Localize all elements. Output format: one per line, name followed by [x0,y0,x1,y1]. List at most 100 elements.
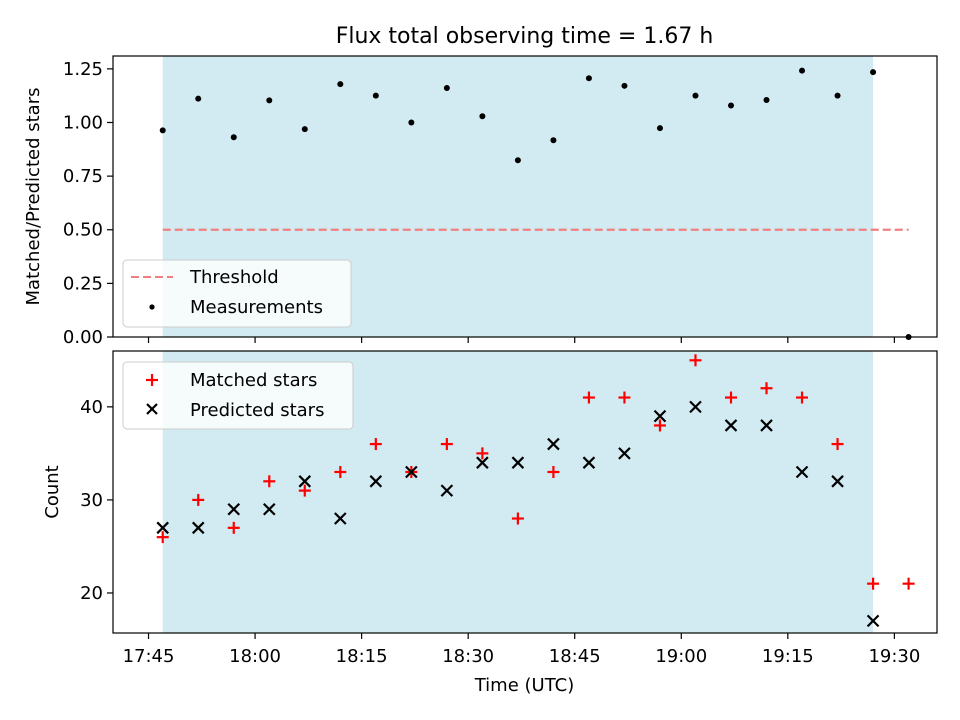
predicted-stars-point [760,419,773,432]
measurement-point [550,137,557,144]
top-legend: Threshold Measurements [122,259,352,328]
predicted-stars-point [795,465,809,479]
measurement-point [692,92,699,99]
measurement-point [621,82,628,89]
x-tick-label: 18:00 [229,646,281,667]
y-tick-label: 1.25 [63,59,103,80]
measurement-point [479,113,486,120]
bottom-legend-box [122,361,354,430]
matched-stars-point [725,391,737,404]
y-tick-label: 0.00 [63,327,103,348]
ratio-panel: Flux total observing time = 1.67 h 0.000… [23,24,938,348]
x-tick-label: 18:15 [336,646,388,667]
x-tick-label: 19:00 [655,646,707,667]
bottom-y-ticks: 20 30 40 [80,397,113,604]
predicted-stars-point [369,475,383,488]
y-tick-label: 1.00 [63,112,103,133]
predicted-stars-point [262,502,276,516]
matched-stars-point [831,438,844,451]
matched-stars-point [298,484,311,497]
y-tick-label: 0.25 [63,273,103,294]
matched-stars-point [156,531,169,544]
measurement-point [799,67,806,74]
predicted-stars-point [227,502,241,516]
measurements-legend-label: Measurements [190,297,323,318]
measurement-point [266,97,273,104]
matched-stars-point [760,382,773,395]
predicted-stars-point [689,400,702,414]
predicted-stars-point [866,614,880,628]
top-y-ticks: 0.00 0.25 0.50 0.75 1.00 1.25 [63,59,113,348]
bottom-y-axis-label: Count [42,465,63,518]
x-tick-label: 17:45 [123,646,175,667]
predicted-stars-point [511,456,525,469]
measurement-point [443,84,450,91]
predicted-stars-point [653,409,667,423]
count-points-layer [156,354,915,628]
predicted-stars-series [156,400,880,628]
predicted-stars-point [476,456,489,469]
y-tick-label: 20 [80,583,103,604]
measurement-point [834,92,841,99]
y-tick-label: 0.75 [63,166,103,187]
predicted-stars-point [156,521,170,535]
measurement-point [372,92,379,99]
x-tick-label: 19:30 [868,646,920,667]
predicted-legend-label: Predicted stars [190,400,324,421]
bottom-axes-frame [112,350,938,634]
measurement-point [195,95,202,102]
x-tick-label: 18:45 [549,646,601,667]
predicted-stars-point [582,456,596,469]
top-x-ticks [147,337,895,343]
matched-stars-point [796,391,809,404]
matched-legend-swatch [146,374,158,386]
matched-stars-point [192,493,205,506]
matched-stars-point [653,419,666,432]
predicted-stars-point [724,419,738,432]
y-tick-label: 30 [80,490,103,511]
predicted-stars-point [334,512,347,525]
matched-stars-point [476,447,489,460]
top-y-axis-label: Matched/Predicted stars [23,88,44,306]
measurements-legend-swatch [149,304,155,310]
measurement-point [408,119,415,126]
y-tick-label: 0.50 [63,220,103,241]
top-axes-frame [112,55,938,338]
predicted-legend-swatch [146,403,158,415]
matched-stars-point [582,391,595,404]
matched-stars-point [689,354,702,367]
matched-stars-point [263,475,276,488]
predicted-stars-point [618,447,631,460]
matched-stars-point [618,391,631,404]
matched-stars-point [440,438,453,451]
matched-stars-point [867,577,880,590]
matched-stars-point [334,465,347,478]
chart-title: Flux total observing time = 1.67 h [336,24,714,49]
measurement-point [301,126,308,133]
predicted-stars-point [831,475,844,488]
predicted-stars-point [440,484,454,497]
measurement-point [763,96,770,103]
matched-stars-point [547,465,560,478]
matched-stars-point [511,512,524,525]
predicted-stars-point [547,437,560,451]
x-tick-label: 19:15 [762,646,814,667]
measurement-point [585,75,592,82]
bottom-legend: Matched stars Predicted stars [122,361,354,430]
matched-legend-label: Matched stars [190,370,317,391]
top-legend-box [122,259,352,328]
measurement-point [728,102,734,109]
matched-stars-point [227,521,240,534]
y-tick-label: 40 [80,397,103,418]
measurement-point [514,157,521,164]
matched-stars-point [369,438,382,451]
counts-panel: 17:45 18:00 18:15 18:30 18:45 19:00 19:15 19:30… [42,350,938,696]
predicted-stars-point [191,521,205,535]
matched-stars-series [156,354,915,590]
measurement-point [159,127,166,134]
x-tick-label: 18:30 [442,646,494,667]
bottom-x-ticks: 17:45 18:00 18:15 18:30 18:45 19:00 19:15 19:30 [123,633,920,667]
measurement-point [870,69,877,76]
matched-stars-point [902,577,915,590]
